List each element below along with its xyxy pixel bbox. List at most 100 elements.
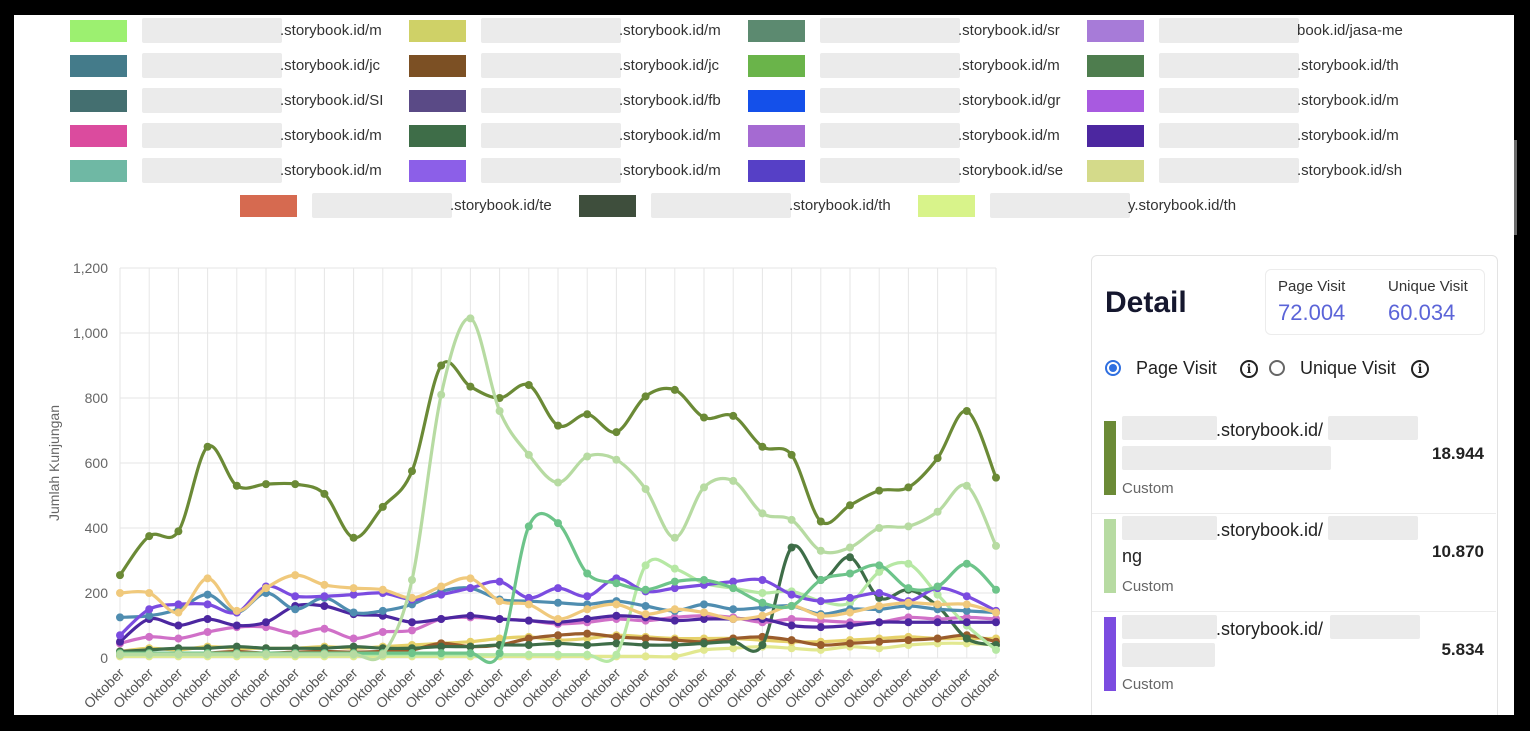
- legend-label: .storybook.id/th: [789, 197, 891, 214]
- data-point: [145, 589, 154, 597]
- legend-item[interactable]: .storybook.id/th: [1087, 53, 1417, 78]
- y-tick-label: 200: [85, 585, 109, 601]
- legend-item[interactable]: .storybook.id/te: [240, 193, 570, 218]
- data-point: [846, 608, 854, 617]
- legend-label: .storybook.id/m: [280, 162, 382, 179]
- data-point: [437, 582, 446, 591]
- legend-item[interactable]: .storybook.id/sr: [748, 18, 1078, 43]
- data-point: [583, 650, 592, 659]
- data-point: [320, 489, 329, 498]
- data-point: [729, 411, 738, 420]
- data-point: [203, 590, 212, 599]
- legend-item[interactable]: .storybook.id/SI: [70, 88, 400, 113]
- data-point: [758, 509, 767, 518]
- data-point: [612, 639, 621, 648]
- page-visit-radio[interactable]: [1105, 360, 1121, 376]
- data-point: [992, 618, 1000, 627]
- page-visit-radio-option[interactable]: Page Visit i: [1105, 358, 1265, 382]
- data-point: [787, 515, 796, 524]
- legend-item[interactable]: .storybook.id/m: [748, 123, 1078, 148]
- redacted-block: [820, 18, 960, 43]
- data-point: [641, 602, 650, 610]
- detail-list-item[interactable]: .storybook.id/ Custom 18.944: [1092, 416, 1496, 514]
- data-point: [583, 615, 592, 623]
- unique-visit-radio-option[interactable]: Unique Visit i: [1269, 358, 1444, 382]
- y-tick-label: 1,000: [73, 325, 108, 341]
- legend-item[interactable]: .storybook.id/m: [748, 53, 1078, 78]
- data-point: [466, 649, 475, 658]
- data-point: [816, 546, 825, 555]
- legend-item[interactable]: book.id/jasa-me: [1087, 18, 1417, 43]
- legend-swatch: [748, 90, 805, 112]
- legend-item[interactable]: y.storybook.id/th: [918, 193, 1248, 218]
- page-visit-stat-value: 72.004: [1278, 300, 1346, 325]
- data-point: [758, 576, 767, 584]
- item-value: 18.944: [1432, 444, 1484, 463]
- legend-item[interactable]: .storybook.id/sh: [1087, 158, 1417, 183]
- data-point: [846, 543, 854, 552]
- legend-item[interactable]: .storybook.id/fb: [409, 88, 739, 113]
- legend-item[interactable]: .storybook.id/m: [70, 158, 400, 183]
- data-point: [466, 574, 475, 583]
- data-point: [583, 629, 592, 638]
- data-point: [524, 600, 533, 609]
- data-point: [174, 527, 183, 536]
- y-axis-title: Jumlah Kunjungan: [46, 405, 62, 521]
- legend-item[interactable]: .storybook.id/th: [579, 193, 909, 218]
- detail-panel: Detail Page Visit 72.004 Unique Visit 60…: [1091, 255, 1498, 715]
- detail-title: Detail: [1105, 286, 1187, 319]
- redacted-block: [1122, 516, 1217, 540]
- redacted-block: [142, 123, 282, 148]
- data-point: [846, 553, 854, 562]
- legend-swatch: [70, 125, 127, 147]
- redacted-block: [1328, 516, 1418, 540]
- legend-swatch: [579, 195, 636, 217]
- legend-item[interactable]: .storybook.id/jc: [70, 53, 400, 78]
- data-point: [145, 532, 154, 541]
- legend-label: .storybook.id/se: [958, 162, 1064, 179]
- legend-item[interactable]: .storybook.id/m: [409, 158, 739, 183]
- detail-list-item[interactable]: .storybook.id/ ng Custom 10.870: [1092, 514, 1496, 612]
- data-point: [174, 621, 183, 630]
- legend-item[interactable]: .storybook.id/gr: [748, 88, 1078, 113]
- data-point: [962, 407, 971, 415]
- data-point: [174, 634, 183, 643]
- legend-item[interactable]: .storybook.id/m: [70, 123, 400, 148]
- legend-item[interactable]: .storybook.id/jc: [409, 53, 739, 78]
- data-point: [904, 483, 913, 492]
- page-visit-radio-label[interactable]: Page Visit: [1136, 358, 1217, 378]
- data-point: [554, 639, 562, 648]
- legend-swatch: [409, 125, 466, 147]
- legend-item[interactable]: .storybook.id/se: [748, 158, 1078, 183]
- data-point: [816, 623, 825, 632]
- legend-item[interactable]: .storybook.id/m: [409, 18, 739, 43]
- detail-list-item[interactable]: .storybook.id/ Custom 5.834: [1092, 612, 1496, 710]
- legend-item[interactable]: .storybook.id/m: [1087, 88, 1417, 113]
- legend-label: .storybook.id/te: [450, 197, 552, 214]
- redacted-block: [481, 88, 621, 113]
- legend-item[interactable]: .storybook.id/m: [1087, 123, 1417, 148]
- data-point: [349, 590, 358, 599]
- unique-visit-radio-label[interactable]: Unique Visit: [1300, 358, 1396, 378]
- divider: [1092, 513, 1496, 514]
- unique-visit-radio[interactable]: [1269, 360, 1285, 376]
- redacted-block: [142, 88, 282, 113]
- item-tag: Custom: [1122, 480, 1174, 497]
- data-point: [700, 483, 708, 492]
- scrollbar-edge: [1514, 140, 1517, 235]
- data-point: [554, 631, 562, 640]
- data-point: [846, 639, 854, 648]
- legend-label: .storybook.id/m: [619, 127, 721, 144]
- data-point: [904, 636, 913, 645]
- legend-item[interactable]: .storybook.id/m: [70, 18, 400, 43]
- data-point: [116, 631, 124, 640]
- legend-item[interactable]: .storybook.id/m: [409, 123, 739, 148]
- data-point: [408, 467, 416, 476]
- info-icon[interactable]: i: [1411, 360, 1429, 378]
- legend-swatch: [240, 195, 297, 217]
- data-point: [583, 410, 592, 419]
- info-icon[interactable]: i: [1240, 360, 1258, 378]
- data-point: [846, 593, 854, 602]
- data-point: [641, 485, 650, 493]
- redacted-block: [1159, 88, 1299, 113]
